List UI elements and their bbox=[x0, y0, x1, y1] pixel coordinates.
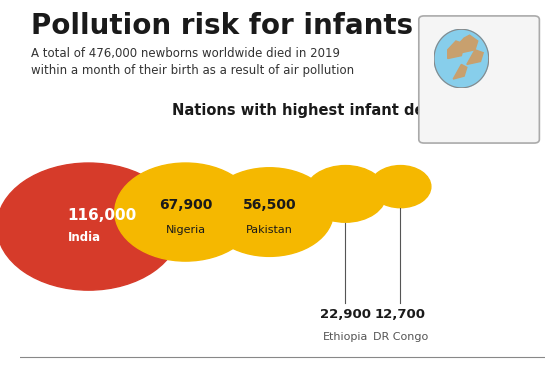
Text: Pakistan: Pakistan bbox=[246, 225, 293, 235]
Circle shape bbox=[370, 165, 431, 208]
Text: 116,000: 116,000 bbox=[68, 208, 137, 223]
Text: India: India bbox=[68, 231, 100, 244]
Text: DR Congo: DR Congo bbox=[373, 332, 428, 342]
Circle shape bbox=[115, 163, 256, 261]
Circle shape bbox=[0, 163, 180, 290]
Polygon shape bbox=[434, 29, 489, 88]
Text: Ethiopia: Ethiopia bbox=[323, 332, 368, 342]
Text: 476,000: 476,000 bbox=[441, 100, 517, 117]
Text: Pollution risk for infants: Pollution risk for infants bbox=[31, 12, 413, 40]
Text: 22,900: 22,900 bbox=[320, 308, 371, 321]
Polygon shape bbox=[453, 64, 467, 79]
Polygon shape bbox=[448, 41, 464, 59]
Circle shape bbox=[305, 165, 387, 222]
Text: Nations with highest infant deaths: Nations with highest infant deaths bbox=[173, 103, 461, 118]
Polygon shape bbox=[467, 50, 483, 64]
Circle shape bbox=[205, 168, 334, 256]
Text: 56,500: 56,500 bbox=[242, 198, 296, 212]
Text: Nigeria: Nigeria bbox=[165, 225, 206, 235]
Text: A total of 476,000 newborns worldwide died in 2019
within a month of their birth: A total of 476,000 newborns worldwide di… bbox=[31, 47, 354, 77]
FancyBboxPatch shape bbox=[419, 16, 539, 143]
Text: World: World bbox=[462, 125, 496, 138]
Polygon shape bbox=[459, 35, 478, 53]
Text: 12,700: 12,700 bbox=[375, 308, 426, 321]
Text: 67,900: 67,900 bbox=[159, 198, 212, 212]
